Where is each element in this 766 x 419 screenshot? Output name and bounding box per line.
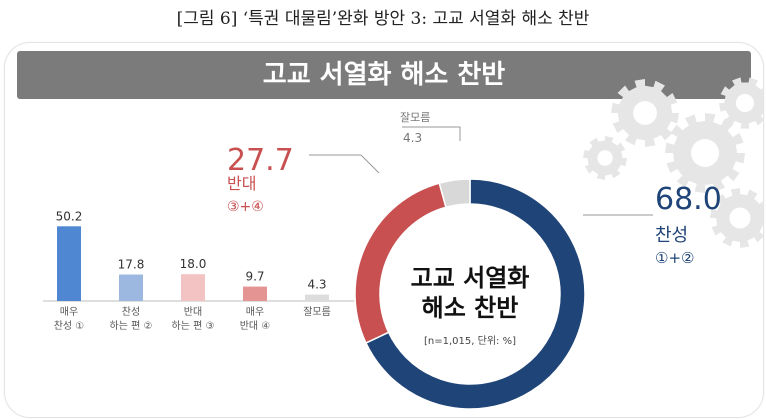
donut-slice	[438, 178, 471, 209]
slice-sub-label: ③+④	[227, 199, 264, 215]
slice-name-label: 반대	[227, 174, 256, 193]
bar-category-label: 반대 ④	[240, 320, 271, 332]
gear-icon	[719, 77, 763, 129]
gear-decoration-icon	[583, 77, 763, 248]
slice-value-label: 27.7	[227, 143, 294, 178]
bar-value-label: 17.8	[118, 258, 145, 272]
donut-slice	[364, 178, 586, 410]
bar-category-label: 찬성	[122, 306, 140, 318]
donut-note: [n=1,015, 단위: %]	[424, 334, 516, 347]
bar	[57, 226, 81, 301]
gear-icon	[665, 113, 745, 193]
bar-category-label: 하는 편 ③	[172, 319, 215, 332]
slice-sub-label: ①+②	[655, 249, 694, 267]
donut-center-title: 고교 서열화	[411, 264, 530, 292]
bar	[181, 274, 205, 301]
leader-line	[402, 126, 461, 141]
slice-value-label: 68.0	[655, 182, 722, 217]
bar	[119, 274, 143, 301]
bar	[243, 286, 267, 301]
bar-category-label: 반대	[184, 306, 202, 318]
chart-card: 고교 서열화 해소 찬반 50.2 매우 찬성 ① 17.8 찬성 하는 편 ② 18.0 반…	[4, 42, 764, 418]
leader-line	[360, 154, 380, 174]
bar	[305, 294, 329, 301]
gear-icon	[611, 79, 679, 147]
slice-value-label: 4.3	[403, 131, 422, 145]
figure-caption: [그림 6] ‘특권 대물림’완화 방안 3: 고교 서열화 해소 찬반	[176, 9, 590, 29]
bar-category-label: 찬성 ①	[54, 320, 85, 332]
bar-category-label: 매우	[246, 306, 264, 318]
gear-icon	[583, 136, 627, 180]
slice-name-label: 잘모름	[400, 111, 430, 124]
bar-category-label: 잘모름	[303, 306, 331, 318]
chart-title-banner: 고교 서열화 해소 찬반	[17, 51, 751, 99]
bar-value-label: 18.0	[180, 257, 207, 271]
gear-icon	[710, 188, 763, 248]
bar-category-label: 매우	[60, 306, 78, 318]
bar-value-label: 4.3	[307, 278, 326, 292]
donut-center-title: 해소 찬반	[422, 294, 519, 322]
bar-value-label: 50.2	[56, 209, 83, 223]
slice-name-label: 찬성	[655, 225, 688, 246]
bar-category-label: 하는 편 ②	[110, 319, 153, 332]
bar-value-label: 9.7	[245, 270, 264, 284]
